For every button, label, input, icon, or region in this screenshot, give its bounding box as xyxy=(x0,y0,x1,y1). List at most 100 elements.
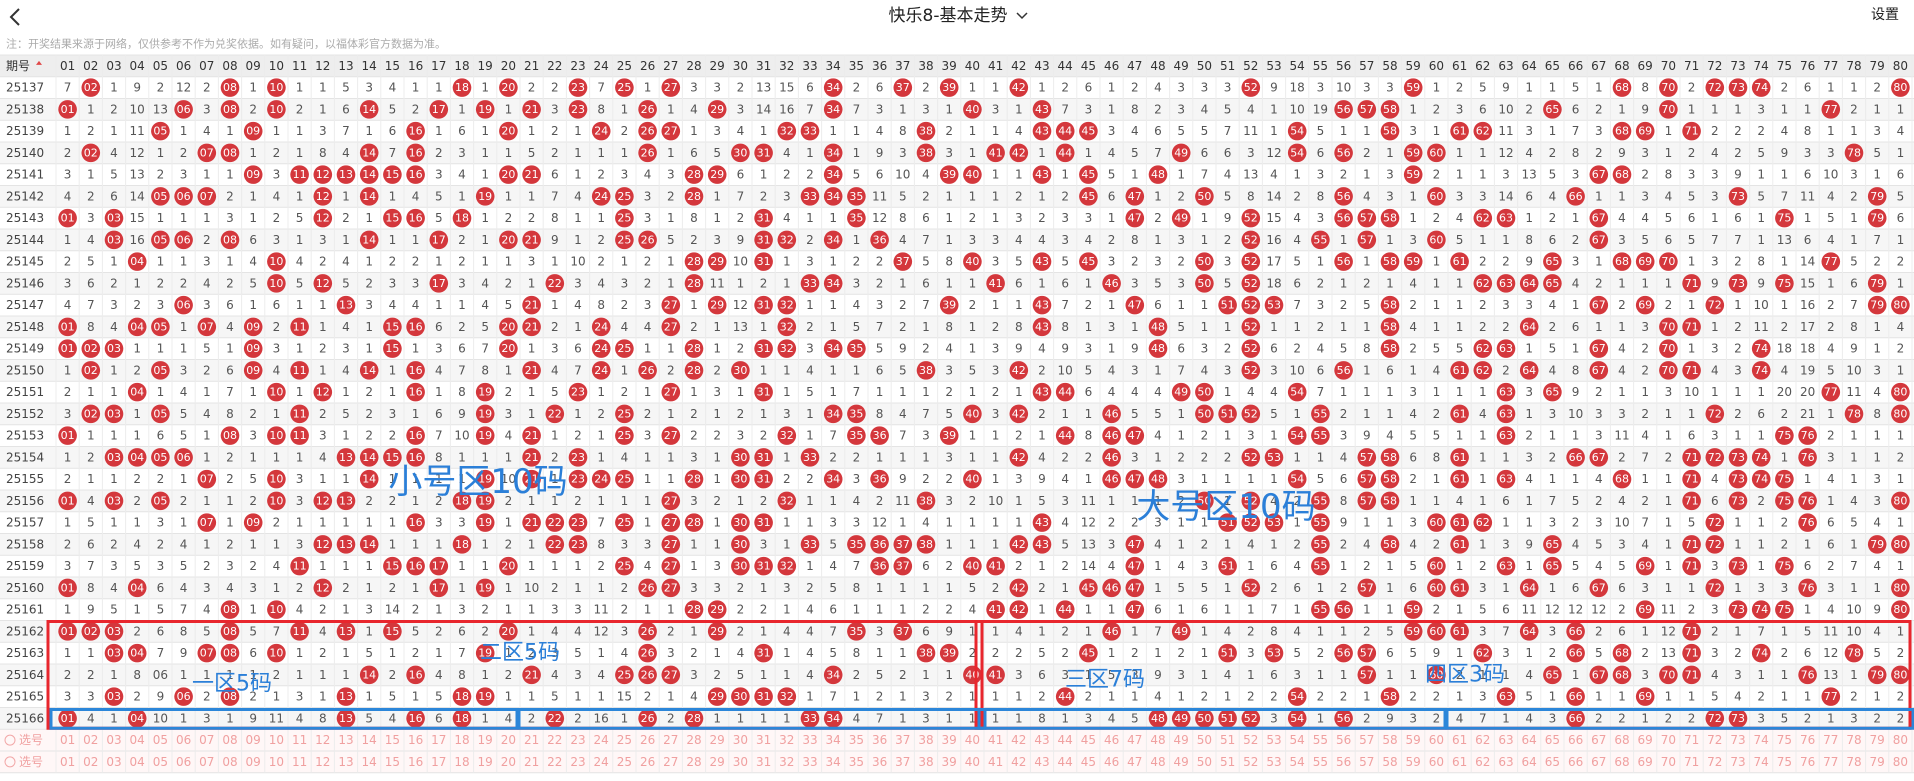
pick-number[interactable]: 59 xyxy=(1406,755,1421,769)
pick-number[interactable]: 02 xyxy=(83,733,98,747)
pick-number[interactable]: 05 xyxy=(153,733,168,747)
pick-number[interactable]: 26 xyxy=(640,733,655,747)
pick-number[interactable]: 50 xyxy=(1197,755,1212,769)
pick-number[interactable]: 78 xyxy=(1846,755,1861,769)
pick-number[interactable]: 56 xyxy=(1336,755,1351,769)
pick-number[interactable]: 35 xyxy=(849,755,864,769)
pick-number[interactable]: 20 xyxy=(501,755,516,769)
pick-number[interactable]: 75 xyxy=(1777,755,1792,769)
pick-number[interactable]: 08 xyxy=(222,733,237,747)
pick-number[interactable]: 77 xyxy=(1823,733,1838,747)
period-header[interactable]: 期号 xyxy=(6,59,30,73)
pick-number[interactable]: 32 xyxy=(779,755,794,769)
pick-number[interactable]: 60 xyxy=(1429,755,1444,769)
pick-number[interactable]: 01 xyxy=(60,755,75,769)
pick-number[interactable]: 27 xyxy=(663,733,678,747)
pick-number[interactable]: 62 xyxy=(1475,733,1490,747)
pick-number[interactable]: 18 xyxy=(454,755,469,769)
pick-number[interactable]: 61 xyxy=(1452,733,1467,747)
pick-number[interactable]: 06 xyxy=(176,755,191,769)
pick-number[interactable]: 15 xyxy=(385,733,400,747)
pick-number[interactable]: 13 xyxy=(338,755,353,769)
pick-number[interactable]: 69 xyxy=(1638,755,1653,769)
pick-number[interactable]: 74 xyxy=(1754,733,1769,747)
settings-button[interactable]: 设置 xyxy=(1871,7,1899,23)
pick-number[interactable]: 30 xyxy=(733,733,748,747)
pick-number[interactable]: 58 xyxy=(1382,755,1397,769)
pick-number[interactable]: 21 xyxy=(524,755,539,769)
pick-number[interactable]: 44 xyxy=(1058,733,1073,747)
pick-number[interactable]: 22 xyxy=(547,755,562,769)
pick-number[interactable]: 67 xyxy=(1591,755,1606,769)
pick-number[interactable]: 49 xyxy=(1174,755,1189,769)
pick-number[interactable]: 74 xyxy=(1754,755,1769,769)
pick-number[interactable]: 09 xyxy=(246,733,261,747)
pick-number[interactable]: 42 xyxy=(1011,755,1026,769)
pick-number[interactable]: 29 xyxy=(710,733,725,747)
pick-number[interactable]: 45 xyxy=(1081,755,1096,769)
pick-number[interactable]: 19 xyxy=(478,755,493,769)
pick-number[interactable]: 56 xyxy=(1336,733,1351,747)
pick-number[interactable]: 37 xyxy=(895,755,910,769)
pick-number[interactable]: 34 xyxy=(826,755,841,769)
pick-number[interactable]: 11 xyxy=(292,733,307,747)
back-button[interactable] xyxy=(9,8,20,26)
pick-number[interactable]: 03 xyxy=(106,733,121,747)
pick-number[interactable]: 23 xyxy=(570,733,585,747)
sort-icon[interactable] xyxy=(36,60,42,65)
pick-number[interactable]: 67 xyxy=(1591,733,1606,747)
pick-number[interactable]: 79 xyxy=(1870,755,1885,769)
pick-number[interactable]: 52 xyxy=(1243,755,1258,769)
pick-number[interactable]: 40 xyxy=(965,755,980,769)
pick-number[interactable]: 73 xyxy=(1730,755,1745,769)
pick-number[interactable]: 55 xyxy=(1313,733,1328,747)
pick-number[interactable]: 54 xyxy=(1290,755,1305,769)
pick-number[interactable]: 42 xyxy=(1011,733,1026,747)
pick-number[interactable]: 64 xyxy=(1522,733,1537,747)
pick-number[interactable]: 31 xyxy=(756,733,771,747)
pick-number[interactable]: 15 xyxy=(385,755,400,769)
pick-number[interactable]: 50 xyxy=(1197,733,1212,747)
pick-number[interactable]: 11 xyxy=(292,755,307,769)
pick-number[interactable]: 19 xyxy=(478,733,493,747)
pick-number[interactable]: 02 xyxy=(83,755,98,769)
pick-number[interactable]: 57 xyxy=(1359,755,1374,769)
pick-number[interactable]: 14 xyxy=(362,755,377,769)
pick-number[interactable]: 47 xyxy=(1127,755,1142,769)
pick-number[interactable]: 60 xyxy=(1429,733,1444,747)
pick-number[interactable]: 46 xyxy=(1104,733,1119,747)
pick-number[interactable]: 44 xyxy=(1058,755,1073,769)
pick-number[interactable]: 54 xyxy=(1290,733,1305,747)
pick-number[interactable]: 48 xyxy=(1150,755,1165,769)
pick-number[interactable]: 80 xyxy=(1893,755,1908,769)
pick-number[interactable]: 37 xyxy=(895,733,910,747)
pick-number[interactable]: 22 xyxy=(547,733,562,747)
pick-number[interactable]: 31 xyxy=(756,755,771,769)
pick-number[interactable]: 68 xyxy=(1614,755,1629,769)
pick-number[interactable]: 70 xyxy=(1661,755,1676,769)
pick-number[interactable]: 16 xyxy=(408,755,423,769)
pick-number[interactable]: 53 xyxy=(1266,755,1281,769)
pick-number[interactable]: 76 xyxy=(1800,733,1815,747)
pick-number[interactable]: 29 xyxy=(710,755,725,769)
pick-number[interactable]: 33 xyxy=(802,755,817,769)
pick-number[interactable]: 43 xyxy=(1034,755,1049,769)
pick-number[interactable]: 72 xyxy=(1707,755,1722,769)
pick-number[interactable]: 70 xyxy=(1661,733,1676,747)
pick-number[interactable]: 30 xyxy=(733,755,748,769)
pick-number[interactable]: 73 xyxy=(1730,733,1745,747)
pick-number[interactable]: 51 xyxy=(1220,733,1235,747)
pick-number[interactable]: 78 xyxy=(1846,733,1861,747)
pick-number[interactable]: 65 xyxy=(1545,755,1560,769)
pick-number[interactable]: 25 xyxy=(617,755,632,769)
pick-number[interactable]: 36 xyxy=(872,755,887,769)
pick-number[interactable]: 12 xyxy=(315,733,330,747)
pick-number[interactable]: 59 xyxy=(1406,733,1421,747)
pick-number[interactable]: 47 xyxy=(1127,733,1142,747)
pick-number[interactable]: 58 xyxy=(1382,733,1397,747)
pick-number[interactable]: 24 xyxy=(594,733,609,747)
pick-number[interactable]: 80 xyxy=(1893,733,1908,747)
pick-number[interactable]: 69 xyxy=(1638,733,1653,747)
pick-number[interactable]: 71 xyxy=(1684,733,1699,747)
pick-number[interactable]: 39 xyxy=(942,755,957,769)
